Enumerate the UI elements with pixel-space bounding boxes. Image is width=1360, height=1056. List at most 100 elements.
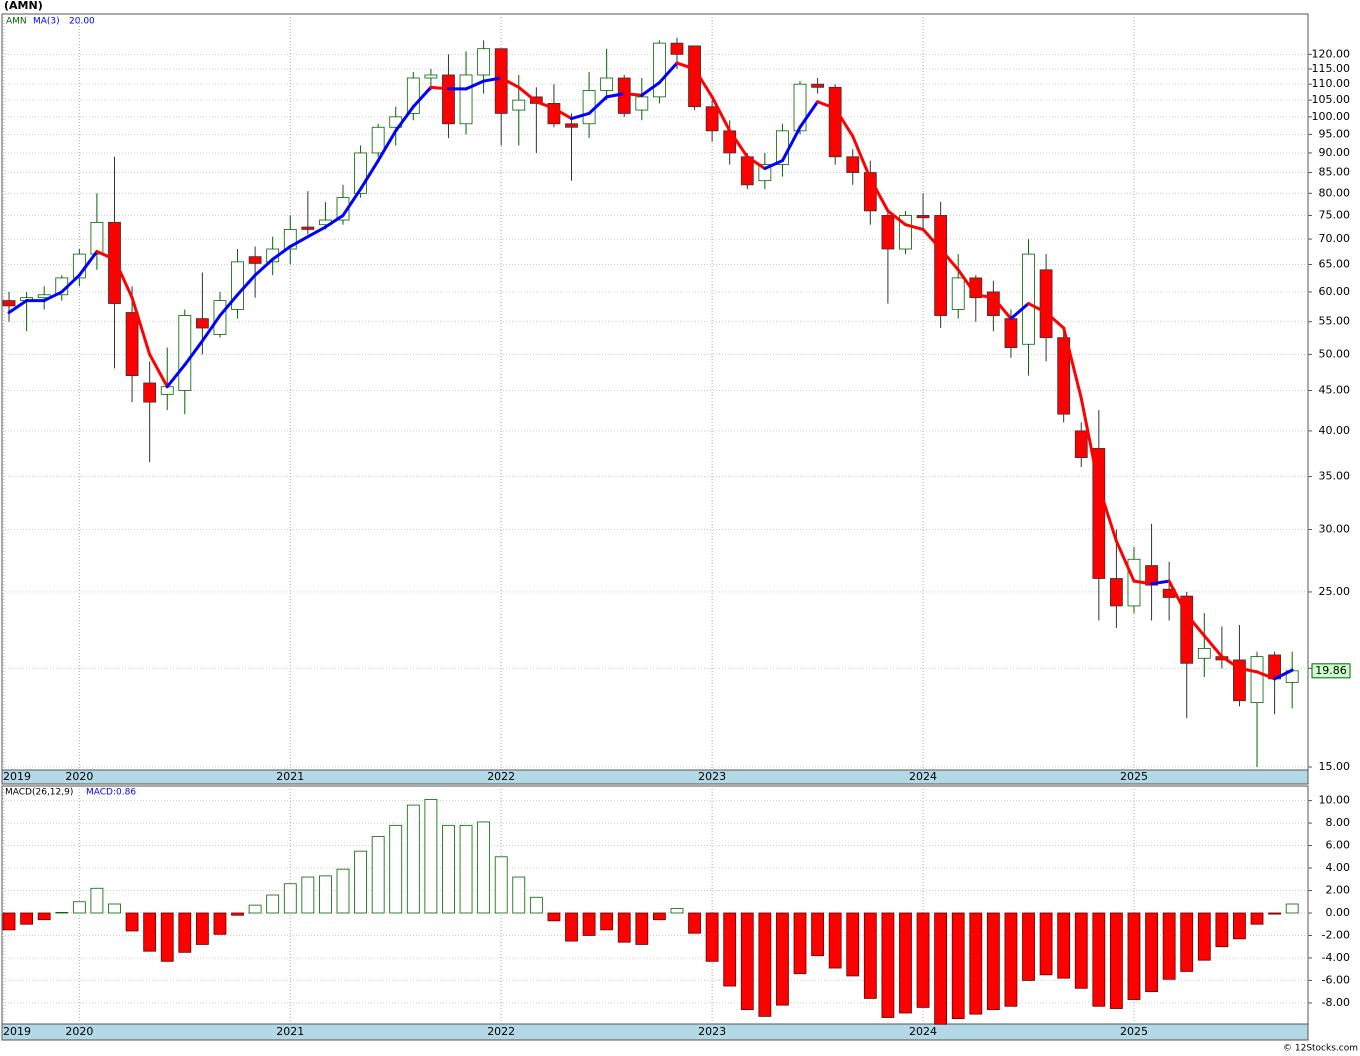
- macd-bar: [934, 912, 948, 1025]
- ma-line: [429, 85, 450, 91]
- macd-bar: [494, 856, 508, 914]
- x-tick-label: 2020: [65, 770, 93, 783]
- y-tick-label: 25.00: [1319, 585, 1351, 598]
- ma-line: [271, 245, 292, 261]
- candle-body: [108, 221, 121, 304]
- candle-body: [670, 42, 684, 55]
- candle-body: [248, 256, 262, 264]
- macd-bar: [1197, 912, 1211, 961]
- candle-body: [1250, 656, 1264, 704]
- candle-body: [90, 221, 104, 255]
- ma-line: [376, 129, 398, 163]
- y-tick-label: 115.00: [1312, 62, 1351, 75]
- ma-line: [341, 187, 363, 217]
- ma-line: [851, 134, 872, 181]
- candle-body: [371, 126, 385, 154]
- ma-line: [236, 273, 257, 297]
- y-tick-label: 70.00: [1319, 232, 1351, 245]
- x-tick-label: 2019: [3, 1025, 31, 1038]
- macd-value: MACD:0.86: [86, 788, 136, 798]
- ma-line: [605, 92, 626, 99]
- macd-bar: [617, 912, 631, 943]
- x-tick-label: 2021: [276, 1025, 304, 1038]
- macd-bar: [899, 912, 912, 1014]
- candle-body: [1057, 337, 1071, 415]
- ma-line: [499, 76, 521, 89]
- ma-line: [42, 290, 64, 303]
- ma-line: [657, 61, 679, 85]
- candle-body: [143, 382, 157, 403]
- macd-bar: [90, 887, 104, 914]
- candle-body: [582, 90, 596, 125]
- ma-line: [1114, 539, 1136, 583]
- y-tick-label: 30.00: [1319, 522, 1351, 535]
- ma-line: [974, 293, 995, 300]
- ma-line: [183, 339, 204, 367]
- macd-bar: [793, 912, 807, 975]
- x-tick-label: 2025: [1120, 1025, 1148, 1038]
- candle-body: [934, 215, 948, 316]
- last-price-box: [1311, 663, 1351, 679]
- ma-line: [323, 213, 345, 229]
- candle-body: [846, 156, 860, 173]
- candle-body: [178, 315, 192, 391]
- ma-line: [833, 106, 855, 138]
- macd-bar: [740, 912, 754, 1011]
- date-strip: [1, 1023, 1309, 1041]
- ma-line: [112, 257, 134, 300]
- candle-body: [951, 277, 965, 310]
- ma-line: [587, 95, 609, 115]
- ma-line: [956, 268, 978, 297]
- macd-bar: [1127, 912, 1141, 1000]
- macd-bar: [143, 912, 157, 952]
- x-tick-label: 2020: [65, 1025, 93, 1038]
- macd-bar: [213, 912, 227, 935]
- candle-body: [600, 77, 614, 91]
- ma-line: [359, 159, 380, 191]
- macd-bar: [442, 824, 455, 914]
- ma-line: [1150, 579, 1171, 586]
- y-tick-label: 10.00: [1319, 794, 1351, 807]
- macd-bar: [723, 912, 737, 987]
- x-tick-label: 2019: [3, 770, 31, 783]
- candle-body: [635, 96, 649, 111]
- date-strip: [1, 769, 1309, 785]
- y-tick-label: 100.00: [1312, 110, 1351, 123]
- ma-line: [886, 209, 907, 227]
- ma-line: [1273, 668, 1294, 681]
- candle-body: [828, 86, 842, 158]
- ma-line: [1027, 302, 1048, 315]
- macd-bar: [424, 799, 438, 914]
- ma-line: [1132, 579, 1154, 586]
- ma-line: [921, 227, 943, 251]
- ma-line: [1044, 311, 1066, 330]
- ma-line: [1185, 613, 1206, 638]
- macd-bar: [2, 912, 16, 931]
- macd-bar: [1039, 912, 1053, 976]
- macd-bar: [178, 912, 192, 953]
- ma-line: [165, 363, 187, 389]
- y-tick-label: 4.00: [1326, 861, 1351, 874]
- legend-entry: MA(3): [33, 17, 60, 27]
- ma-line: [218, 293, 240, 318]
- macd-bar: [1285, 903, 1299, 914]
- ma-line: [780, 125, 802, 163]
- ma-line: [534, 100, 556, 110]
- candle-body: [705, 106, 719, 132]
- ma-line: [1167, 579, 1189, 617]
- y-tick-label: 105.00: [1312, 93, 1351, 106]
- macd-bar: [547, 912, 561, 922]
- macd-bar: [55, 912, 69, 914]
- candle-body: [565, 123, 578, 128]
- ma-line: [1220, 655, 1241, 670]
- x-tick-label: 2022: [487, 770, 515, 783]
- candle-body: [424, 74, 438, 79]
- ma-line: [939, 247, 960, 272]
- macd-bar: [705, 912, 719, 962]
- y-tick-label: 75.00: [1319, 208, 1351, 221]
- macd-bar: [1268, 912, 1282, 915]
- macd-bar: [108, 903, 121, 914]
- y-tick-label: 55.00: [1319, 315, 1351, 328]
